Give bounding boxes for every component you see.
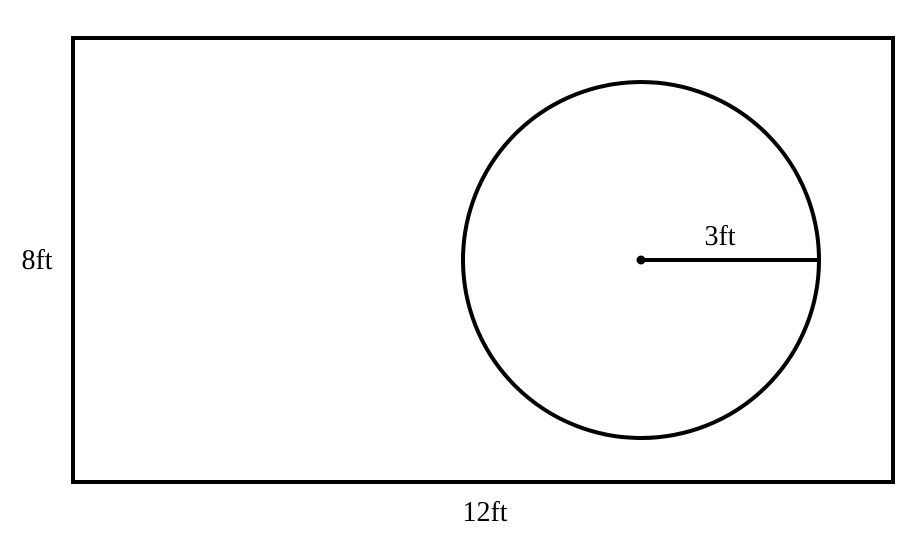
height-label: 8ft bbox=[21, 245, 52, 276]
rectangle-outline bbox=[71, 36, 895, 484]
radius-label: 3ft bbox=[704, 221, 735, 252]
width-label: 12ft bbox=[462, 497, 507, 528]
circle-center-dot bbox=[636, 255, 646, 265]
